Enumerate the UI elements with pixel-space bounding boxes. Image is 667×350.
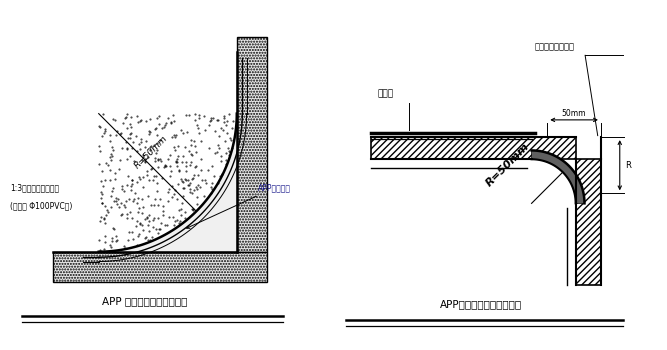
Polygon shape [532, 150, 584, 203]
Text: 50mm: 50mm [562, 109, 586, 118]
Text: (用盘头 Φ100PVC管): (用盘头 Φ100PVC管) [10, 202, 72, 211]
Text: 防水层: 防水层 [378, 89, 394, 98]
Text: R: R [626, 161, 631, 170]
Polygon shape [99, 114, 237, 252]
Text: APP防水卷材: APP防水卷材 [187, 183, 291, 228]
Polygon shape [53, 252, 267, 282]
Text: APP 防水卷材基层阴角半径: APP 防水卷材基层阴角半径 [102, 296, 187, 306]
Text: APP防水卷材基层阳角半径: APP防水卷材基层阳角半径 [440, 299, 522, 309]
Text: R=50mm: R=50mm [484, 141, 532, 188]
Text: 此部分分用砂浆抹: 此部分分用砂浆抹 [535, 42, 575, 51]
Text: R=50mm: R=50mm [132, 133, 169, 170]
Polygon shape [371, 137, 576, 159]
Polygon shape [237, 37, 267, 252]
Text: 1:3水泥砂浆抹实找平: 1:3水泥砂浆抹实找平 [10, 183, 59, 192]
Polygon shape [576, 159, 601, 285]
